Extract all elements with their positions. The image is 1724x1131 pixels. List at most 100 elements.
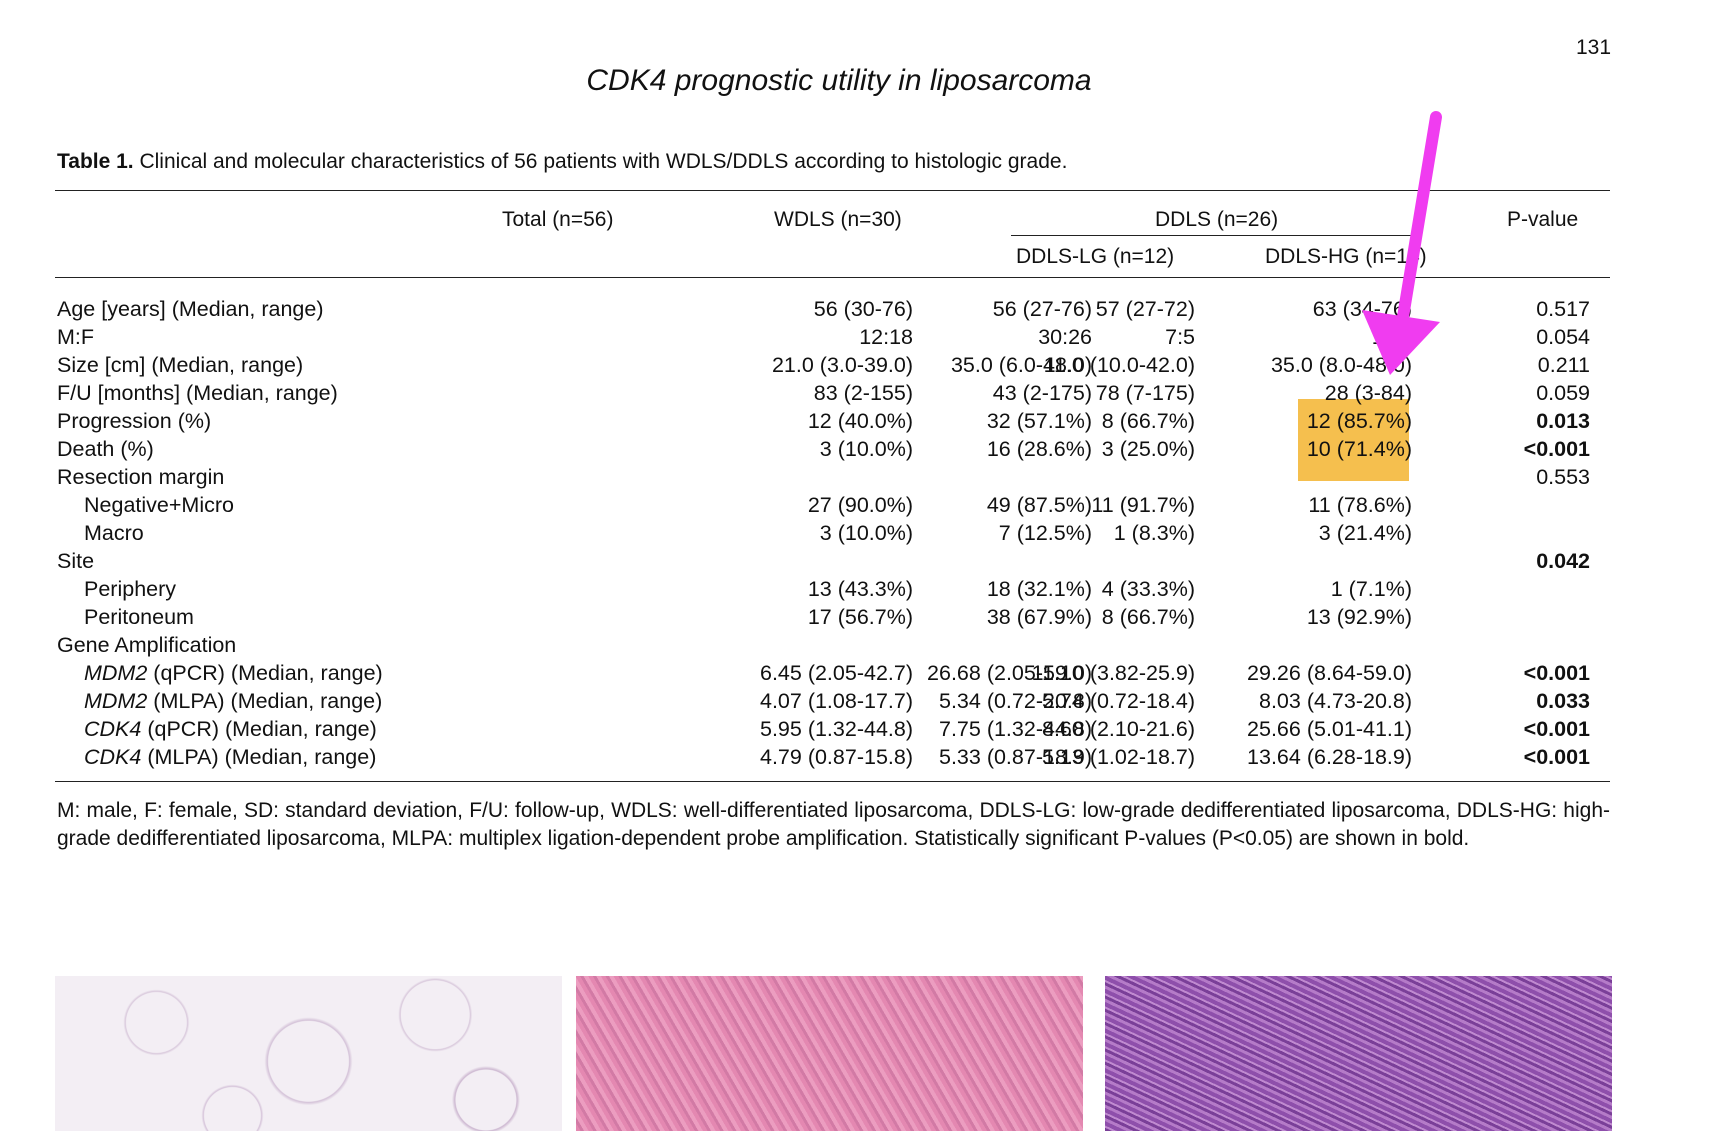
cell-ddls-lg: 3 (25.0%) <box>1101 437 1195 461</box>
cell-total: 49 (87.5%) <box>986 493 1092 517</box>
highlight-box <box>1298 399 1409 481</box>
table-row: Site 0.042 <box>0 549 1724 577</box>
table-caption-label: Table 1. <box>57 150 134 173</box>
cell-ddls-hg: 13.64 (6.28-18.9) <box>1247 745 1412 769</box>
cell-total: 26.68 (2.05-59.0) <box>927 661 1092 685</box>
table-header-rule <box>55 277 1610 278</box>
row-label: Progression (%) <box>57 409 211 434</box>
header-wdls: WDLS (n=30) <box>774 208 902 231</box>
table-row: F/U [months] (Median, range) 43 (2-175) 83… <box>0 381 1724 409</box>
cell-pvalue: <0.001 <box>1523 437 1590 461</box>
cell-wdls: 6.45 (2.05-42.7) <box>760 661 913 685</box>
table-caption-text: Clinical and molecular characteristics o… <box>133 150 1068 173</box>
cell-ddls-hg: 63 (34-76) <box>1312 297 1412 321</box>
micrograph-ddls-lg <box>576 976 1083 1131</box>
gene-name: CDK4 <box>84 745 142 769</box>
table-footnote: M: male, F: female, SD: standard deviati… <box>57 799 1610 850</box>
cell-wdls: 3 (10.0%) <box>819 437 913 461</box>
cell-ddls-lg: 8 (66.7%) <box>1101 409 1195 433</box>
cell-ddls-hg: 8.03 (4.73-20.8) <box>1259 689 1412 713</box>
cell-wdls: 12 (40.0%) <box>807 409 913 433</box>
row-label-text: Negative+Micro <box>84 493 234 517</box>
cell-total: 7 (12.5%) <box>998 521 1092 545</box>
cell-wdls: 5.95 (1.32-44.8) <box>760 717 913 741</box>
row-label: Gene Amplification <box>57 633 236 658</box>
table-row: Size [cm] (Median, range) 35.0 (6.0-48.0)… <box>0 353 1724 381</box>
cell-total: 38 (67.9%) <box>986 605 1092 629</box>
cell-pvalue: 0.042 <box>1536 549 1590 573</box>
table-row: Negative+Micro 49 (87.5%) 27 (90.0%) 11 (91… <box>0 493 1724 521</box>
row-label-text: (qPCR) (Median, range) <box>141 717 377 741</box>
cell-ddls-hg: 29.26 (8.64-59.0) <box>1247 661 1412 685</box>
row-label: Site <box>57 549 94 574</box>
row-label: Size [cm] (Median, range) <box>57 353 303 378</box>
cell-pvalue: 0.054 <box>1536 325 1590 349</box>
gene-name: MDM2 <box>84 661 148 685</box>
table-row: CDK4 (MLPA) (Median, range) 5.33 (0.87-18… <box>0 745 1724 773</box>
row-label-text: (MLPA) (Median, range) <box>141 745 377 769</box>
page-number: 131 <box>1576 36 1612 59</box>
table-row: Death (%) 16 (28.6%) 3 (10.0%) 3 (25.0%) 10 … <box>0 437 1724 465</box>
cell-total: 18 (32.1%) <box>986 577 1092 601</box>
row-label-text: Periphery <box>84 577 177 601</box>
row-label: Age [years] (Median, range) <box>57 297 324 322</box>
cell-total: 7.75 (1.32-44.8) <box>939 717 1092 741</box>
row-label-text: Site <box>57 549 95 573</box>
table-caption: Table 1. Clinical and molecular characte… <box>57 150 1067 174</box>
cell-ddls-hg: 12 (85.7%) <box>1306 409 1412 433</box>
cell-ddls-hg: 11 (78.6%) <box>1308 493 1412 517</box>
cell-wdls: 21.0 (3.0-39.0) <box>771 353 913 377</box>
cell-wdls: 12:18 <box>859 325 913 349</box>
cell-wdls: 56 (30-76) <box>813 297 913 321</box>
row-label: Peritoneum <box>84 605 194 630</box>
table-row: Gene Amplification <box>0 633 1724 661</box>
row-label-text: Macro <box>84 521 144 545</box>
cell-wdls: 4.79 (0.87-15.8) <box>760 745 913 769</box>
cell-ddls-lg: 1 (8.3%) <box>1113 521 1195 545</box>
cell-pvalue: <0.001 <box>1523 661 1590 685</box>
row-label-text: Death (%) <box>57 437 154 461</box>
row-label: M:F <box>57 325 94 350</box>
cell-pvalue: <0.001 <box>1523 717 1590 741</box>
header-ddls-hg: DDLS-HG (n=14) <box>1265 245 1427 268</box>
gene-name: MDM2 <box>84 689 148 713</box>
row-label-text: (qPCR) (Median, range) <box>147 661 383 685</box>
row-label-text: Resection margin <box>57 465 225 489</box>
cell-pvalue: 0.553 <box>1536 465 1590 489</box>
micrograph-ddls-hg <box>1105 976 1612 1131</box>
table-row: M:F 30:26 12:18 7:5 11:3 0.054 <box>0 325 1724 353</box>
cell-ddls-hg: 25.66 (5.01-41.1) <box>1247 717 1412 741</box>
gene-name: CDK4 <box>84 717 142 741</box>
table-row: Peritoneum 38 (67.9%) 17 (56.7%) 8 (66.7%) 1… <box>0 605 1724 633</box>
cell-ddls-lg: 11.0 (10.0-42.0) <box>1043 353 1195 377</box>
cell-ddls-lg: 11 (91.7%) <box>1091 493 1195 517</box>
cell-ddls-hg: 35.0 (8.0-48.0) <box>1270 353 1412 377</box>
cell-wdls: 17 (56.7%) <box>807 605 913 629</box>
cell-ddls-hg: 13 (92.9%) <box>1306 605 1412 629</box>
cell-ddls-lg: 11.10 (3.82-25.9) <box>1031 661 1195 685</box>
cell-total: 35.0 (6.0-48.0) <box>950 353 1092 377</box>
table-row: CDK4 (qPCR) (Median, range) 7.75 (1.32-44… <box>0 717 1724 745</box>
row-label-text: (MLPA) (Median, range) <box>147 689 383 713</box>
header-ddls-lg: DDLS-LG (n=12) <box>1016 245 1175 268</box>
row-label: F/U [months] (Median, range) <box>57 381 338 406</box>
cell-ddls-hg: 28 (3-84) <box>1324 381 1412 405</box>
cell-ddls-lg: 8 (66.7%) <box>1101 605 1195 629</box>
row-label-text: Gene Amplification <box>57 633 237 657</box>
cell-wdls: 3 (10.0%) <box>819 521 913 545</box>
row-label: Periphery <box>84 577 176 602</box>
row-label-text: Peritoneum <box>84 605 194 629</box>
table-row: MDM2 (qPCR) (Median, range) 26.68 (2.05-5… <box>0 661 1724 689</box>
row-label-text: M:F <box>57 325 95 349</box>
cell-total: 30:26 <box>1038 325 1092 349</box>
cell-ddls-hg: 3 (21.4%) <box>1318 521 1412 545</box>
row-label: Macro <box>84 521 144 546</box>
cell-ddls-lg: 7:5 <box>1165 325 1195 349</box>
row-label: CDK4 (qPCR) (Median, range) <box>84 717 377 742</box>
cell-wdls: 13 (43.3%) <box>807 577 913 601</box>
cell-wdls: 27 (90.0%) <box>807 493 913 517</box>
cell-total: 5.34 (0.72-20.8) <box>939 689 1092 713</box>
cell-total: 32 (57.1%) <box>986 409 1092 433</box>
cell-pvalue: 0.033 <box>1536 689 1590 713</box>
cell-ddls-lg: 4 (33.3%) <box>1101 577 1195 601</box>
